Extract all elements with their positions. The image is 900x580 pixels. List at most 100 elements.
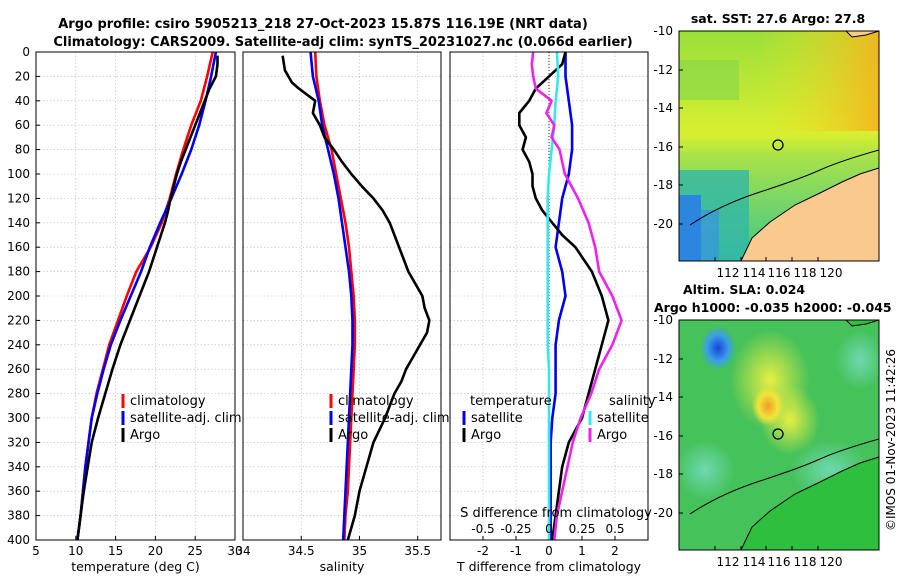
isobath [689, 149, 879, 226]
legend-salinity-title: salinity [609, 394, 656, 409]
x-tick-label: 34 [235, 544, 250, 558]
x-tick-label: 35.5 [404, 544, 431, 558]
temperature-panel: 5 10 15 20 25 30 temperature (deg C) [32, 51, 243, 574]
sst-map: sat. SST: 27.6 Argo: 27.8 112 114 116 118 12… [653, 11, 880, 280]
series-argo [281, 55, 431, 541]
series-temperature-satellite [549, 52, 574, 540]
y-tick-label: 300 [7, 411, 30, 425]
s-difference-axis-label: S difference from climatology [460, 506, 652, 521]
panel-frame [242, 51, 442, 541]
sla-map-subtitle: Argo h1000: -0.035 h2000: -0.045 [654, 300, 892, 315]
y-tick-label: 380 [7, 509, 30, 523]
y-tick-label: 180 [7, 265, 30, 279]
legend-climatology-label: climatology [338, 394, 414, 409]
lat-tick-label: -14 [653, 101, 673, 115]
legend-t-argo-label: Argo [471, 428, 501, 443]
legend-t-satellite-label: satellite [471, 411, 523, 426]
x-tick-label: 15 [108, 544, 123, 558]
lon-tick-label: 120 [820, 266, 843, 280]
y-tick-label: 60 [15, 118, 30, 132]
series-salinity-argo [530, 51, 623, 541]
lat-tick-label: -10 [653, 24, 673, 38]
land-indonesia [845, 320, 879, 327]
s-tick-label: 0.5 [605, 522, 624, 536]
sst-map-field [679, 31, 879, 261]
difference-legend: temperature satellite Argo salinity sate… [462, 394, 656, 443]
lat-tick-label: -18 [653, 467, 673, 481]
sst-map-title: sat. SST: 27.6 Argo: 27.8 [691, 11, 865, 26]
x-tick-label: -1 [510, 544, 522, 558]
salinity-legend: climatology satellite-adj. clim Argo [329, 394, 450, 443]
legend-s-argo-label: Argo [597, 428, 627, 443]
s-tick-label: -0.5 [471, 522, 494, 536]
x-tick-label: 20 [148, 544, 163, 558]
lat-tick-label: -14 [653, 390, 673, 404]
temperature-legend: climatology satellite-adj. clim Argo [121, 394, 242, 443]
sla-map-ticks: 112 114 116 118 120 -10 -12 -14 -16 -18 -20 [653, 313, 842, 569]
legend-argo-label: Argo [338, 428, 368, 443]
y-tick-label: 40 [15, 94, 30, 108]
x-tick-label: -2 [477, 544, 489, 558]
legend-satellite-label: satellite-adj. clim [130, 411, 242, 426]
lat-tick-label: -18 [653, 178, 673, 192]
x-tick-label: 10 [68, 544, 83, 558]
lon-tick-label: 118 [794, 266, 817, 280]
y-tick-label: 20 [15, 69, 30, 83]
y-tick-label: 320 [7, 435, 30, 449]
y-tick-label: 240 [7, 338, 30, 352]
lon-tick-label: 118 [794, 555, 817, 569]
y-tick-label: 200 [7, 289, 30, 303]
lon-tick-label: 116 [768, 555, 791, 569]
x-tick-label: 1 [578, 544, 586, 558]
lat-tick-label: -16 [653, 140, 673, 154]
y-tick-label: 260 [7, 362, 30, 376]
y-tick-label: 100 [7, 167, 30, 181]
x-tick-label: 34.5 [288, 544, 315, 558]
x-tick-label: 30 [227, 544, 242, 558]
coastline [740, 167, 879, 261]
land-australia [741, 457, 879, 550]
imos-credit: ©IMOS 01-Nov-2023 11:42:26 [884, 349, 898, 531]
figure-title-line2: Climatology: CARS2009. Satellite-adj cli… [53, 35, 632, 50]
isobath [689, 438, 879, 515]
x-tick-label: 2 [611, 544, 619, 558]
s-tick-label: 0 [545, 522, 553, 536]
sla-map: Altim. SLA: 0.024 Argo h1000: -0.035 h20… [653, 282, 891, 569]
s-tick-label: -0.25 [500, 522, 531, 536]
argo-location-marker [772, 139, 784, 151]
figure-title-line1: Argo profile: csiro 5905213_218 27-Oct-2… [58, 17, 588, 32]
lon-tick-label: 120 [820, 555, 843, 569]
lat-tick-label: -10 [653, 313, 673, 327]
y-tick-label: 0 [22, 45, 30, 59]
x-tick-label: 35 [352, 544, 367, 558]
x-axis-label: salinity [320, 559, 365, 574]
sla-map-field [679, 320, 879, 550]
land-indonesia [845, 31, 879, 38]
legend-climatology-label: climatology [130, 394, 206, 409]
depth-axis: 0 20 40 60 80 100 120 140 160 180 200 220 240 260 280 3… [7, 45, 40, 547]
lat-tick-label: -12 [653, 352, 673, 366]
s-tick-label: 0.25 [569, 522, 596, 536]
y-tick-label: 120 [7, 191, 30, 205]
legend-satellite-label: satellite-adj. clim [338, 411, 450, 426]
difference-panel: -2 -1 0 1 2T difference from climatology [449, 51, 649, 574]
y-tick-label: 340 [7, 460, 30, 474]
sla-map-title: Altim. SLA: 0.024 [683, 282, 805, 297]
legend-s-satellite-label: satellite [597, 411, 649, 426]
x-axis-label: temperature (deg C) [71, 559, 200, 574]
sst-map-ticks: 112 114 116 118 120 -10 -12 -14 -16 -18 -20 [653, 24, 842, 280]
salinity-panel: 34 34.5 35 35.5 salinity [235, 51, 442, 574]
y-tick-label: 140 [7, 216, 30, 230]
series-climatology [313, 51, 357, 541]
panel-frame [449, 51, 649, 541]
y-tick-label: 280 [7, 387, 30, 401]
argo-location-marker [772, 428, 784, 440]
lon-tick-label: 114 [743, 266, 766, 280]
coastline [740, 456, 879, 550]
y-tick-label: 360 [7, 484, 30, 498]
legend-argo-label: Argo [130, 428, 160, 443]
lon-tick-label: 114 [743, 555, 766, 569]
s-difference-ticks: -0.5 -0.25 0 0.25 0.5 [471, 522, 624, 536]
y-tick-label: 160 [7, 240, 30, 254]
